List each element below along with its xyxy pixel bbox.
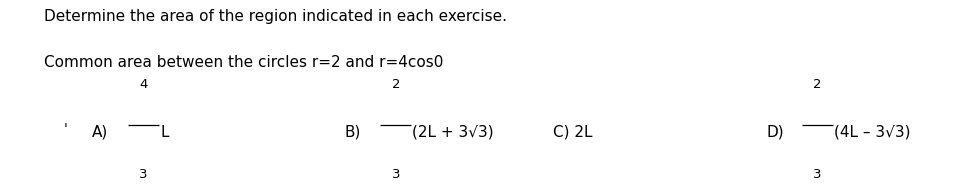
Text: 2: 2 — [391, 78, 399, 91]
Text: 3: 3 — [391, 168, 399, 181]
Text: 2: 2 — [813, 78, 821, 91]
Text: (4L – 3√3): (4L – 3√3) — [833, 125, 910, 140]
Text: D): D) — [766, 125, 783, 140]
Text: L: L — [160, 125, 169, 140]
Text: (2L + 3√3): (2L + 3√3) — [412, 125, 493, 140]
Text: C) 2L: C) 2L — [552, 125, 592, 140]
Text: Common area between the circles r=2 and r=4cos0: Common area between the circles r=2 and … — [44, 55, 443, 70]
Text: ': ' — [64, 122, 68, 136]
Text: 4: 4 — [140, 78, 147, 91]
Text: B): B) — [344, 125, 360, 140]
Text: Determine the area of the region indicated in each exercise.: Determine the area of the region indicat… — [44, 9, 506, 24]
Text: 3: 3 — [140, 168, 147, 181]
Text: A): A) — [92, 125, 109, 140]
Text: 3: 3 — [813, 168, 821, 181]
